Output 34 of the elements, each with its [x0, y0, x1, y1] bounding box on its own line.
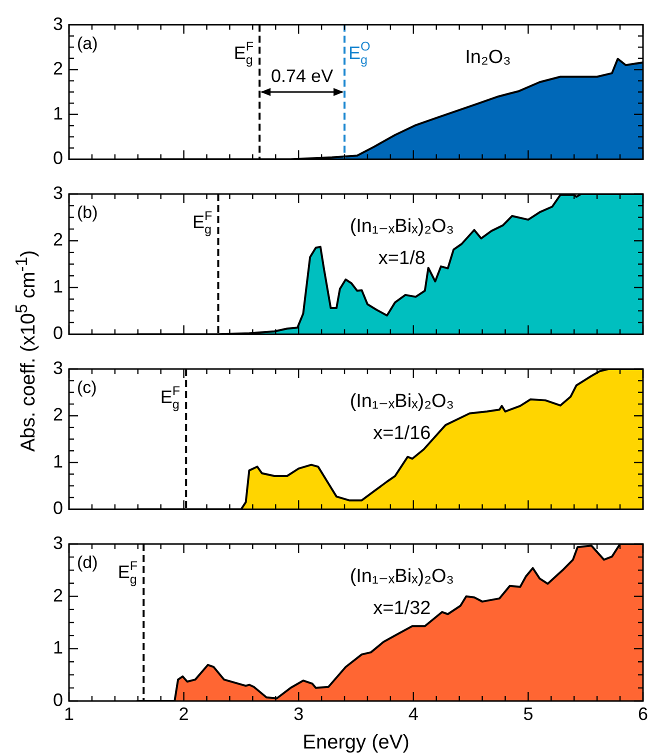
y-tick-label: 0 — [52, 498, 63, 518]
y-tick-label: 1 — [52, 276, 63, 296]
y-tick-label: 2 — [52, 585, 63, 606]
annotation: (In₁₋ₓBiₓ)₂O₃ — [350, 216, 454, 237]
y-tick-label: 3 — [52, 532, 63, 553]
x-tick-label: 3 — [294, 704, 304, 724]
x-tick-label: 6 — [638, 704, 648, 724]
y-tick-label: 0 — [52, 323, 63, 344]
annotation: 0.74 eV — [271, 66, 334, 86]
y-tick-label: 1 — [52, 451, 63, 472]
y-tick-label: 1 — [52, 103, 63, 124]
x-tick-label: 4 — [408, 704, 418, 724]
y-tick-label: 3 — [52, 182, 63, 203]
annotation: x=1/8 — [378, 248, 426, 269]
y-tick-label: 0 — [52, 148, 63, 168]
y-tick-label: 1 — [52, 638, 63, 658]
y-tick-label: 3 — [52, 14, 63, 34]
x-axis-title: Energy (eV) — [302, 732, 410, 754]
annotation: x=1/16 — [373, 423, 431, 444]
annotation: In₂O₃ — [465, 46, 511, 68]
x-tick-label: 5 — [523, 704, 534, 724]
x-tick-label: 2 — [178, 704, 189, 724]
y-tick-label: 0 — [52, 690, 63, 710]
annotation: (b) — [77, 203, 98, 222]
annotation: (a) — [77, 34, 98, 53]
annotation: x=1/32 — [373, 598, 431, 619]
y-tick-label: 2 — [52, 404, 63, 425]
annotation: (c) — [77, 378, 97, 397]
annotation: (d) — [77, 553, 98, 572]
annotation: (In₁₋ₓBiₓ)₂O₃ — [350, 391, 454, 412]
y-tick-label: 2 — [52, 230, 63, 250]
y-tick-label: 2 — [52, 58, 63, 79]
annotation: (In₁₋ₓBiₓ)₂O₃ — [350, 566, 454, 587]
y-tick-label: 3 — [52, 358, 63, 378]
